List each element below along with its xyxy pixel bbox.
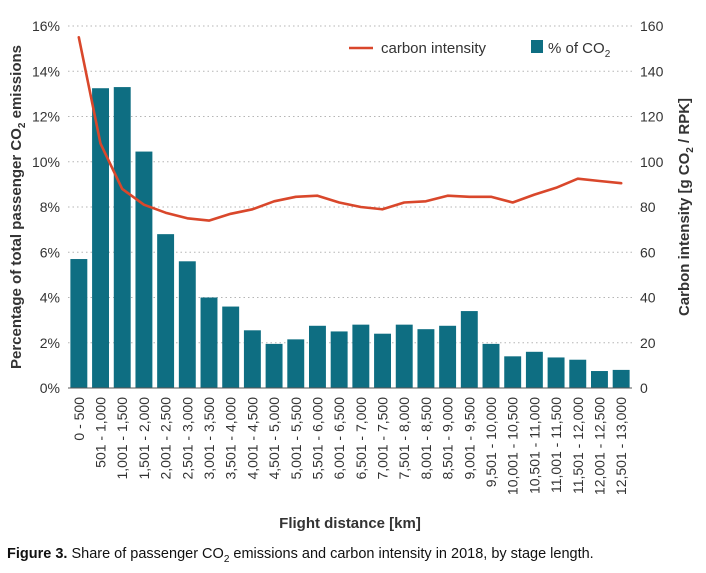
bar <box>309 325 326 388</box>
y-axis-title: Percentage of total passenger CO2 emissi… <box>8 45 28 369</box>
x-tick-label: 11,001 - 11,500 <box>548 397 564 493</box>
y2-tick-label: 0 <box>640 380 648 396</box>
bar <box>439 325 457 388</box>
y2-tick-label: 160 <box>640 18 664 34</box>
x-tick-label: 12,501 - 13,000 <box>613 397 629 495</box>
left-axis-ticks: 0% 2% 4% 6% 8% 10% 12% 14% 16% <box>32 18 60 396</box>
y-tick-label: 4% <box>40 290 60 306</box>
bar <box>395 324 413 388</box>
y-tick-label: 14% <box>32 63 60 79</box>
legend-label-carbon-intensity: carbon intensity <box>381 40 487 57</box>
x-tick-label: 2,001 - 2,500 <box>158 397 174 480</box>
x-tick-label: 501 - 1,000 <box>93 397 109 468</box>
y2-tick-label: 60 <box>640 244 656 260</box>
bar <box>287 339 305 388</box>
y-tick-label: 0% <box>40 380 60 396</box>
x-tick-label: 7,001 - 7,500 <box>375 397 391 480</box>
x-tick-label: 6,001 - 6,500 <box>331 397 347 480</box>
bar <box>92 88 109 388</box>
x-tick-label: 7,501 - 8,000 <box>396 397 412 480</box>
x-tick-label: 6,501 - 7,000 <box>353 397 369 480</box>
x-tick-label: 10,501 - 11,000 <box>526 397 542 494</box>
legend-label-percent-co2: % of CO2 <box>548 40 611 60</box>
x-tick-label: 1,501 - 2,000 <box>136 397 152 480</box>
y2-axis-title: Carbon intensity [g CO2 / RPK] <box>676 98 696 316</box>
figure-caption: Figure 3. Share of passenger CO2 emissio… <box>7 546 594 565</box>
y-tick-label: 2% <box>40 335 60 351</box>
chart: 0% 2% 4% 6% 8% 10% 12% 14% 16% 0 20 40 60 80 100 120 14… <box>8 18 696 532</box>
x-tick-label: 2,501 - 3,000 <box>179 397 195 480</box>
gridlines <box>68 25 632 344</box>
y-tick-label: 6% <box>40 244 60 260</box>
bar <box>70 259 88 388</box>
y-tick-label: 10% <box>32 154 60 170</box>
legend: carbon intensity % of CO2 <box>349 40 611 60</box>
bar <box>157 234 175 388</box>
caption-text: Share of passenger CO <box>67 546 224 562</box>
x-tick-label: 3,501 - 4,000 <box>223 397 239 480</box>
bar <box>569 359 587 388</box>
bar <box>178 261 196 388</box>
y-tick-label: 8% <box>40 199 60 215</box>
line-series <box>77 35 623 222</box>
bar <box>330 331 348 388</box>
bar <box>113 87 131 389</box>
y2-tick-label: 120 <box>640 109 664 125</box>
bar <box>525 351 543 388</box>
y2-tick-label: 80 <box>640 199 656 215</box>
caption-label: Figure 3. <box>7 546 68 562</box>
bar <box>135 151 153 388</box>
x-axis-title: Flight distance [km] <box>279 515 421 532</box>
bar <box>200 297 218 388</box>
legend-bar-swatch <box>531 40 543 53</box>
x-tick-label: 4,501 - 5,000 <box>266 397 282 480</box>
bar <box>352 324 370 388</box>
y-tick-label: 16% <box>32 18 60 34</box>
bar <box>265 343 283 388</box>
caption-subscript: 2 <box>223 553 230 565</box>
bar <box>612 369 630 388</box>
x-tick-label: 8,001 - 8,500 <box>418 397 434 480</box>
bar-series <box>70 87 630 389</box>
bar <box>243 330 261 388</box>
x-tick-label: 4,001 - 4,500 <box>244 397 260 480</box>
x-tick-label: 11,501 - 12,000 <box>570 397 586 494</box>
bar <box>222 306 240 388</box>
x-tick-label: 5,501 - 6,000 <box>310 397 326 480</box>
carbon-intensity-line <box>77 35 623 222</box>
x-tick-label: 9,501 - 10,000 <box>483 397 499 488</box>
x-tick-label: 8,501 - 9,000 <box>440 397 456 480</box>
bar <box>547 357 565 388</box>
x-tick-label: 3,001 - 3,500 <box>201 397 217 480</box>
x-tick-label: 10,001 - 10,500 <box>505 397 521 495</box>
caption-text-end: emissions and carbon intensity in 2018, … <box>229 546 594 562</box>
bar <box>374 333 391 388</box>
right-axis-ticks: 0 20 40 60 80 100 120 140 160 <box>640 18 664 396</box>
bar <box>417 329 435 388</box>
x-tick-label: 5,001 - 5,500 <box>288 397 304 480</box>
y-tick-label: 12% <box>32 109 60 125</box>
x-tick-label: 0 - 500 <box>71 397 87 441</box>
x-tick-label: 12,001 - 12,500 <box>592 397 608 495</box>
x-tick-label: 9,001 - 9,500 <box>461 397 477 480</box>
bar <box>591 371 608 388</box>
y2-tick-label: 40 <box>640 290 656 306</box>
y2-tick-label: 20 <box>640 335 656 351</box>
y2-tick-label: 140 <box>640 63 664 79</box>
bar <box>460 311 478 388</box>
bar <box>504 356 522 388</box>
y2-tick-label: 100 <box>640 154 664 170</box>
x-axis-ticks: 0 - 500 501 - 1,000 1,001 - 1,500 1,501 - 2… <box>71 397 629 495</box>
x-tick-label: 1,001 - 1,500 <box>114 397 130 480</box>
bar <box>482 343 500 388</box>
